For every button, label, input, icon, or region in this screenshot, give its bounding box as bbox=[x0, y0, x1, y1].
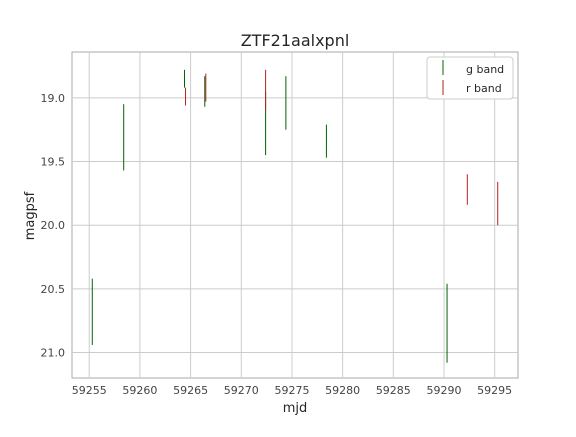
y-axis-label: magpsf bbox=[23, 191, 38, 240]
data-marks bbox=[91, 69, 499, 363]
y-tick-label: 20.0 bbox=[41, 219, 66, 232]
x-tick-label: 59275 bbox=[274, 384, 309, 397]
grid-lines bbox=[72, 52, 518, 378]
legend-label-r-band: r band bbox=[466, 82, 502, 95]
chart-title: ZTF21aalxpnl bbox=[241, 31, 350, 50]
x-tick-label: 59285 bbox=[376, 384, 411, 397]
y-axis-ticks: 19.0 19.5 20.0 20.5 21.0 bbox=[41, 92, 66, 360]
x-tick-label: 59265 bbox=[173, 384, 208, 397]
x-tick-label: 59295 bbox=[477, 384, 512, 397]
x-tick-label: 59270 bbox=[224, 384, 259, 397]
x-tick-label: 59280 bbox=[325, 384, 360, 397]
y-tick-label: 20.5 bbox=[41, 283, 66, 296]
legend-label-g-band: g band bbox=[466, 63, 504, 76]
x-tick-label: 59255 bbox=[72, 384, 107, 397]
y-tick-label: 19.5 bbox=[41, 156, 66, 169]
x-axis-ticks: 59255 59260 59265 59270 59275 59280 59285 59290… bbox=[72, 384, 512, 397]
y-tick-label: 21.0 bbox=[41, 347, 66, 360]
plot-background bbox=[71, 51, 519, 379]
x-tick-label: 59260 bbox=[122, 384, 157, 397]
legend-box bbox=[426, 56, 514, 100]
legend: g band r band bbox=[426, 56, 514, 100]
x-tick-label: 59290 bbox=[427, 384, 462, 397]
y-tick-label: 19.0 bbox=[41, 92, 66, 105]
x-axis-label: mjd bbox=[283, 401, 308, 416]
